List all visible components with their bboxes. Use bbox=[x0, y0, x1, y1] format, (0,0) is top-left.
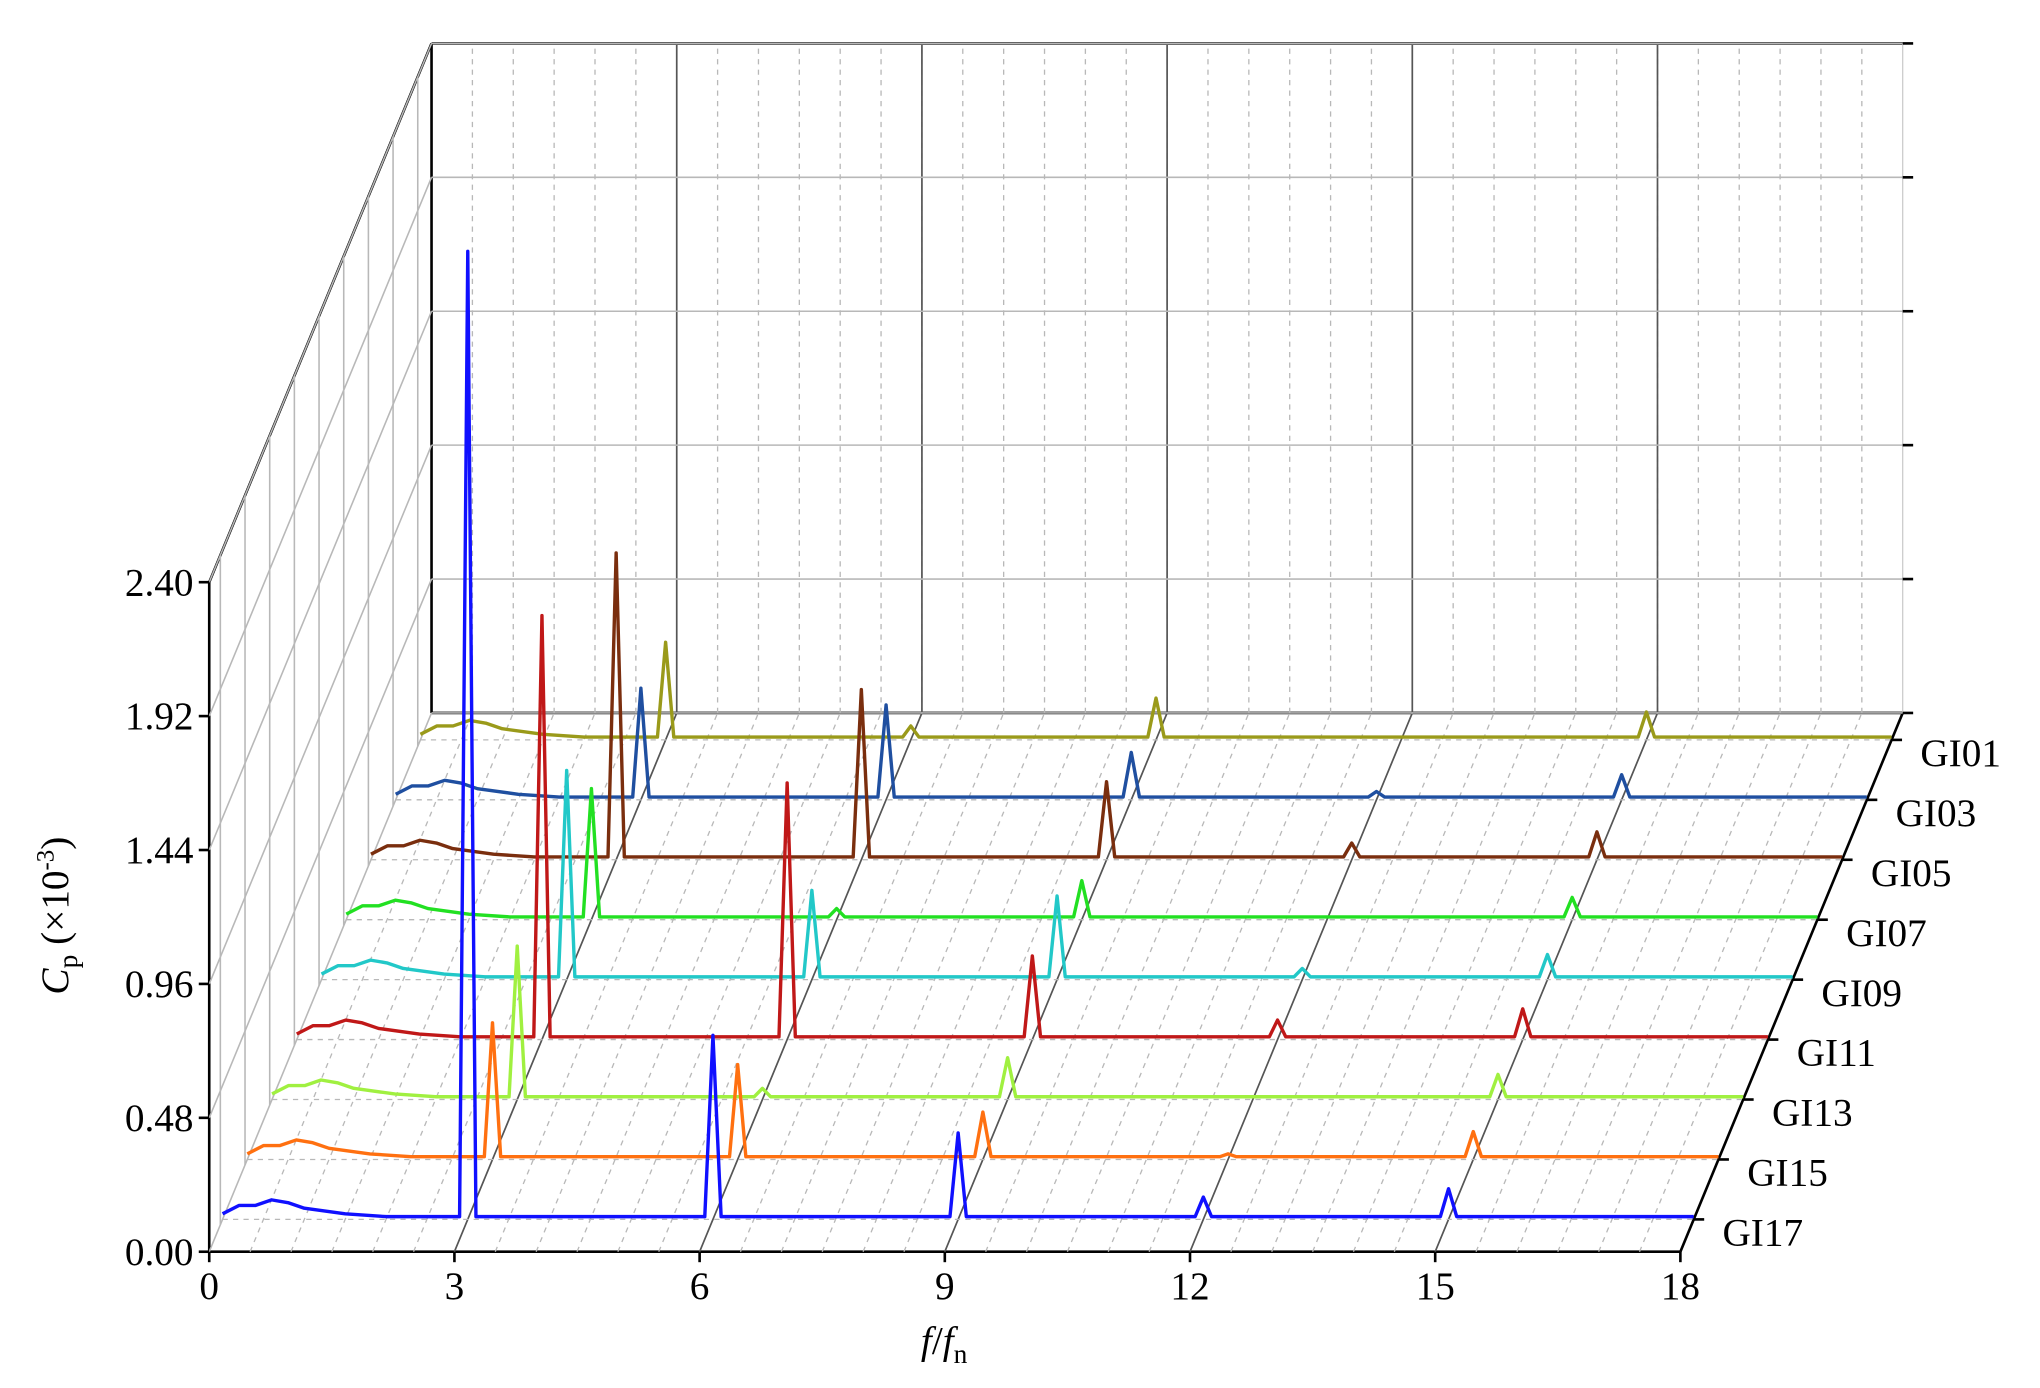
x-tick-label: 0 bbox=[199, 1265, 219, 1308]
minor-grid-line bbox=[1557, 712, 1781, 1252]
series-lines bbox=[221, 249, 1892, 1219]
y-tick-label: 0.96 bbox=[125, 963, 194, 1006]
minor-grid-line bbox=[1066, 712, 1291, 1252]
series-label: GI17 bbox=[1722, 1212, 1803, 1255]
y-label-part: p bbox=[53, 955, 83, 969]
minor-grid-line bbox=[494, 712, 719, 1252]
minor-grid-line bbox=[1311, 712, 1536, 1252]
minor-grid-line bbox=[862, 712, 1086, 1252]
labels: 0 3 6 9 12 15 18 0.00 0.48 0.96 1.44 1.92 2.40 GI01 GI… bbox=[125, 561, 2001, 1308]
series-line bbox=[419, 640, 1892, 739]
series-line bbox=[394, 686, 1867, 799]
series-label: GI13 bbox=[1772, 1092, 1853, 1135]
grid-line bbox=[208, 444, 433, 985]
series-line bbox=[221, 249, 1694, 1219]
series-line bbox=[370, 551, 1843, 859]
minor-grid-line bbox=[1475, 712, 1699, 1252]
grid bbox=[198, 42, 1914, 1263]
series-line bbox=[271, 944, 1744, 1099]
minor-grid-line bbox=[290, 712, 514, 1252]
series-label: GI09 bbox=[1821, 972, 1902, 1015]
minor-grid-line bbox=[617, 712, 841, 1252]
y-tick-label: 0.48 bbox=[125, 1097, 194, 1140]
minor-grid-line bbox=[1271, 712, 1495, 1252]
minor-grid-line bbox=[576, 712, 800, 1252]
grid-line bbox=[208, 578, 433, 1119]
minor-grid-line bbox=[412, 712, 637, 1252]
x-label-part: n bbox=[954, 1339, 968, 1369]
minor-grid-line bbox=[1148, 712, 1373, 1252]
x-tick-label: 3 bbox=[445, 1265, 465, 1308]
grid-line bbox=[698, 712, 923, 1253]
grid-line bbox=[208, 712, 433, 1253]
minor-grid-line bbox=[658, 712, 882, 1252]
y-tick-label: 0.00 bbox=[125, 1231, 194, 1274]
minor-grid-line bbox=[1516, 712, 1740, 1252]
minor-grid-line bbox=[249, 712, 474, 1252]
y-label-part: ) bbox=[34, 837, 77, 850]
grid-line bbox=[944, 712, 1168, 1253]
minor-grid-line bbox=[903, 712, 1127, 1252]
x-axis-label: f/fn bbox=[921, 1320, 968, 1369]
minor-grid-line bbox=[1598, 712, 1822, 1252]
y-tick-label: 1.44 bbox=[125, 829, 194, 872]
y-axis-label: Cp (×10-3) bbox=[33, 837, 84, 995]
minor-grid-line bbox=[1025, 712, 1250, 1252]
minor-grid-line bbox=[1638, 712, 1863, 1252]
minor-grid-line bbox=[985, 712, 1209, 1252]
series-line bbox=[320, 768, 1793, 979]
axis-edge bbox=[1679, 712, 1904, 1253]
x-tick-label: 9 bbox=[935, 1265, 955, 1308]
minor-grid-line bbox=[1230, 712, 1454, 1252]
y-tick-label: 1.92 bbox=[125, 695, 194, 738]
series-line bbox=[246, 1021, 1719, 1159]
y-tick-label: 2.40 bbox=[125, 561, 194, 604]
series-label: GI07 bbox=[1846, 912, 1927, 955]
series-line bbox=[295, 613, 1768, 1039]
x-tick-label: 18 bbox=[1661, 1265, 1700, 1308]
x-tick-label: 6 bbox=[690, 1265, 710, 1308]
minor-grid-line bbox=[331, 712, 555, 1252]
minor-grid-line bbox=[739, 712, 964, 1252]
y-label-part: -3 bbox=[33, 850, 60, 871]
grid-line bbox=[1434, 712, 1659, 1253]
series-label: GI05 bbox=[1871, 852, 1952, 895]
minor-grid-line bbox=[1352, 712, 1577, 1252]
minor-grid-line bbox=[535, 712, 760, 1252]
grid-line bbox=[453, 712, 678, 1253]
grid-line bbox=[1189, 712, 1414, 1253]
minor-grid-line bbox=[372, 712, 596, 1252]
series-label: GI01 bbox=[1920, 732, 2001, 775]
y-label-part: C bbox=[34, 968, 77, 995]
series-label: GI03 bbox=[1896, 792, 1977, 835]
minor-grid-line bbox=[821, 712, 1046, 1252]
minor-grid-line bbox=[1393, 712, 1618, 1252]
x-tick-label: 15 bbox=[1416, 1265, 1455, 1308]
series-label: GI15 bbox=[1747, 1152, 1828, 1195]
minor-grid-line bbox=[1107, 712, 1332, 1252]
grid-line bbox=[208, 177, 433, 717]
series-line bbox=[345, 786, 1818, 919]
minor-grid-line bbox=[780, 712, 1005, 1252]
y-label-part: (×10 bbox=[34, 870, 77, 954]
x-tick-label: 12 bbox=[1170, 1265, 1209, 1308]
series-label: GI11 bbox=[1797, 1032, 1876, 1075]
grid-line bbox=[208, 43, 433, 583]
grid-line bbox=[208, 310, 433, 851]
x-label-part: / bbox=[932, 1320, 943, 1363]
